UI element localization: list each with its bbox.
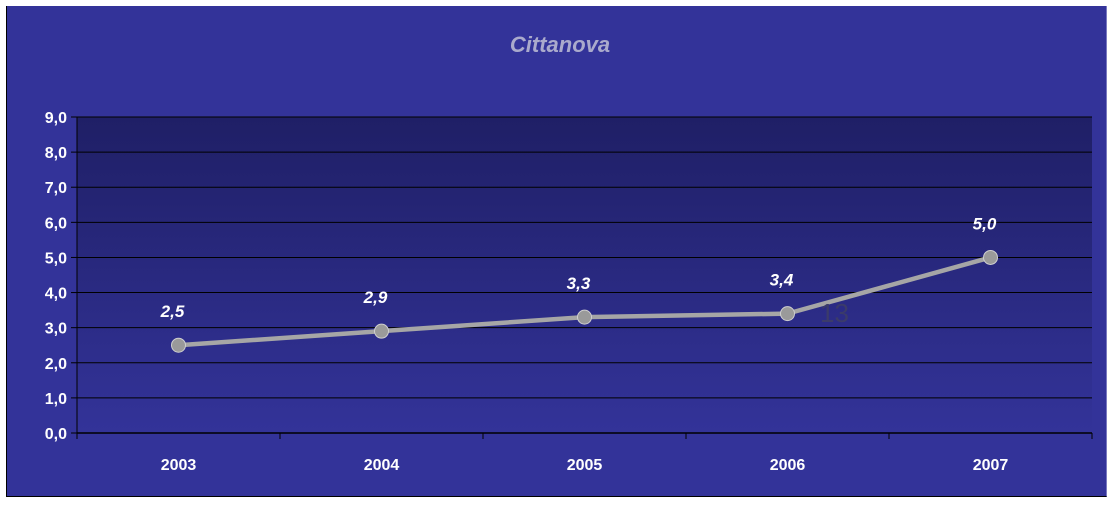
- chart-title: Cittanova: [510, 32, 610, 57]
- data-label: 3,4: [770, 271, 794, 290]
- y-tick-label: 2,0: [45, 356, 67, 373]
- data-point: [374, 323, 389, 339]
- y-tick-label: 4,0: [45, 286, 67, 303]
- x-tick-label: 2003: [161, 457, 197, 474]
- x-tick-label: 2005: [567, 457, 603, 474]
- x-tick-label: 2006: [770, 457, 806, 474]
- y-tick-label: 0,0: [45, 426, 67, 443]
- data-label: 2,9: [363, 288, 388, 307]
- x-tick-label: 2004: [364, 457, 400, 474]
- data-label: 5,0: [973, 214, 997, 233]
- y-tick-label: 1,0: [45, 391, 67, 408]
- data-point: [171, 337, 186, 353]
- y-tick-label: 9,0: [45, 110, 67, 127]
- data-label: 2,5: [160, 302, 185, 321]
- y-tick-label: 7,0: [45, 180, 67, 197]
- annotation-label: 13: [820, 298, 849, 328]
- series-line-group: 2,5 2,9 3,3 3,4 5,0: [160, 214, 998, 353]
- y-tick-label: 5,0: [45, 250, 67, 267]
- data-point: [577, 309, 592, 325]
- gridlines: [77, 116, 1092, 399]
- axes: 0,0 1,0 2,0 3,0 4,0 5,0 6,0 7,0 8,0 9,0 2003 2004 20…: [45, 110, 1093, 474]
- data-label: 3,3: [567, 274, 591, 293]
- y-tick-label: 6,0: [45, 215, 67, 232]
- data-point: [983, 249, 998, 265]
- x-tick-label: 2007: [973, 457, 1009, 474]
- y-tick-label: 8,0: [45, 145, 67, 162]
- data-point: [780, 306, 795, 322]
- y-tick-label: 3,0: [45, 321, 67, 338]
